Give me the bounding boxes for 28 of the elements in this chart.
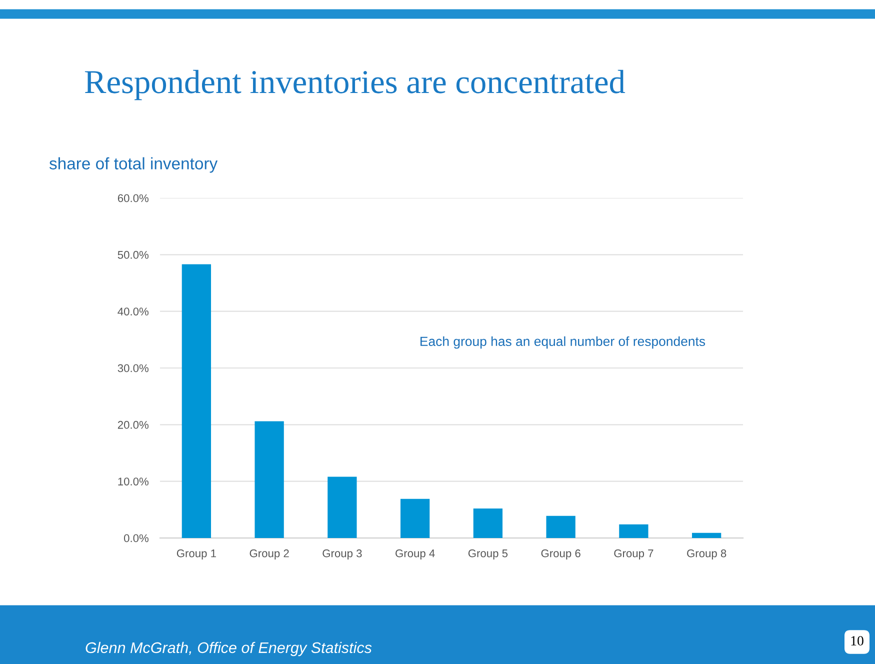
y-tick-label: 40.0%	[118, 308, 148, 316]
bar	[182, 264, 212, 538]
y-tick-label: 60.0%	[118, 194, 148, 202]
bar	[473, 508, 503, 538]
y-tick-label: 50.0%	[118, 250, 148, 259]
annotation: Each group has an equal number of respondents	[420, 336, 706, 349]
x-tick-label: Group 2	[250, 549, 289, 560]
bar	[254, 421, 284, 538]
x-tick-label: Group 8	[687, 549, 726, 560]
bar	[400, 498, 430, 538]
x-tick-label: Group 5	[468, 549, 508, 560]
x-tick-label: Group 3	[322, 549, 362, 560]
y-tick-label: 20.0%	[118, 420, 148, 429]
y-axis-title: share of total inventory	[49, 157, 218, 173]
y-tick-label: 0.0%	[124, 534, 148, 542]
y-tick-label: 30.0%	[118, 364, 148, 372]
x-tick-label: Group 1	[176, 549, 216, 560]
x-tick-label: Group 4	[396, 549, 435, 560]
x-tick-label: Group 6	[541, 549, 580, 560]
y-tick-label: 10.0%	[118, 478, 148, 486]
chart-title: Respondent inventories are concentrated	[84, 70, 626, 100]
bar	[692, 532, 722, 538]
bar	[546, 516, 576, 538]
x-tick-label: Group 7	[614, 549, 654, 560]
bar	[328, 476, 357, 538]
text: 10	[851, 636, 864, 646]
bar	[619, 524, 648, 538]
text: Glenn McGrath, Office of Energy Statistics	[86, 642, 372, 656]
